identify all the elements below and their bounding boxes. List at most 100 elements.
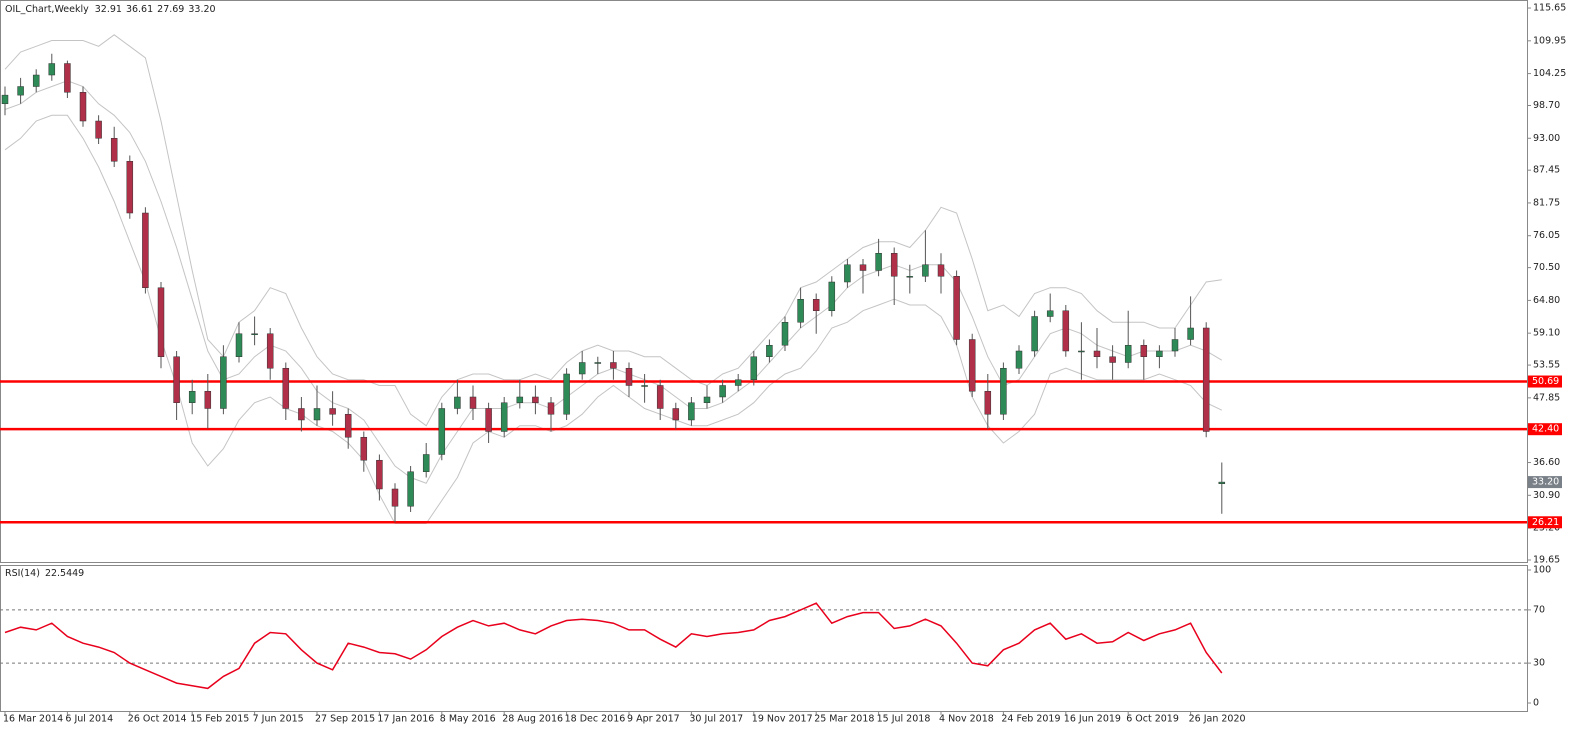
y-tick-label: 70 [1533,604,1545,615]
candle-body [532,396,539,403]
y-tick-label: 53.55 [1533,360,1560,371]
level-badge [1528,375,1562,388]
candle-body [1046,310,1054,317]
candle-body [500,402,508,432]
x-tick-label: 8 May 2016 [440,714,496,725]
candle-body [1187,327,1194,340]
x-tick-label: 6 Oct 2019 [1126,714,1179,725]
rsi-line [4,602,1223,690]
y-tick-label: 64.80 [1533,295,1560,306]
x-tick-label: 4 Nov 2018 [939,714,994,725]
candle-body [1000,367,1007,415]
x-tick-label: 16 Jun 2019 [1064,714,1121,725]
x-tick-label: 15 Jul 2018 [877,714,931,725]
candle-body [79,92,87,122]
candle-body [454,396,461,409]
x-tick-label: 27 Sep 2015 [315,714,375,725]
candle-body [719,385,726,398]
candle-body [1109,356,1116,363]
candle-body [750,356,758,380]
level-label: 26.21 [1532,517,1559,528]
candle-body [469,396,477,409]
candle-body [266,333,274,369]
y-tick-label: 19.65 [1533,554,1560,565]
x-tick-label: 6 Jul 2014 [65,714,113,725]
y-tick-label: 100 [1533,564,1551,575]
candle-body [610,362,617,369]
candle-body [188,390,196,403]
candle-body [126,161,134,214]
price-label: 33.20 [1532,477,1559,488]
candle-body [547,402,555,415]
candle-body [1124,344,1132,363]
candle-body [953,276,960,340]
y-tick-label: 115.65 [1533,3,1566,14]
candle-body [313,408,321,421]
x-tick-label: 30 Jul 2017 [689,714,743,725]
rsi-name: RSI(14) [5,568,40,579]
candle-body [844,264,851,283]
candle-body [1171,339,1179,352]
candle-body [391,488,399,507]
y-tick-label: 36.60 [1533,457,1560,468]
candle-body [235,333,243,357]
x-tick-label: 18 Dec 2016 [565,714,626,725]
candle-body [1,94,9,105]
candle-body [797,298,804,323]
x-tick-label: 16 Mar 2014 [3,714,63,725]
candle-body [1202,327,1210,432]
candle-body [906,276,914,278]
candle-body [422,454,430,472]
candle-body [1140,344,1148,357]
price-panel [0,0,1528,563]
y-tick-label: 70.50 [1533,262,1560,273]
candle-body [157,287,165,357]
candle-body [110,138,118,162]
candle-body [703,396,711,403]
candle-body [220,356,227,409]
candle-body [688,402,695,421]
candle-body [594,362,602,364]
x-tick-label: 19 Nov 2017 [752,714,813,725]
candle-body [859,264,867,271]
y-tick-label: 104.25 [1533,68,1566,79]
y-tick-label: 81.75 [1533,197,1560,208]
candle-body [656,385,664,409]
candle-body [17,86,24,96]
x-tick-label: 7 Jun 2015 [253,714,304,725]
candle-body [672,408,680,421]
candle-body [173,356,180,403]
candle-body [937,264,945,277]
candle-body [32,74,40,87]
candle-body [360,436,368,461]
candle-body [812,298,820,311]
candle-body [1093,350,1101,357]
candle-body [376,459,383,490]
title-text: OIL_Chart,Weekly [5,4,89,15]
candle-body [329,408,336,415]
candle-body [516,396,524,403]
candle-body [142,212,149,288]
level-label: 42.40 [1532,424,1559,435]
candle-body [204,390,212,409]
y-tick-label: 59.10 [1533,328,1560,339]
y-tick-label: 87.45 [1533,165,1560,176]
bollinger-band [4,80,1223,484]
candle-body [1078,350,1085,353]
last-high: 36.61 [126,4,153,15]
last-low: 27.69 [157,4,184,15]
last-close: 33.20 [188,4,215,15]
y-tick-label: 98.70 [1533,100,1560,111]
candle-body [438,408,446,455]
candle-body [485,408,492,432]
candle-body [251,333,258,335]
y-tick-label: 30.90 [1533,490,1560,501]
candle-body [282,367,290,409]
rsi-last: 22.5449 [45,568,84,579]
x-tick-label: 9 Apr 2017 [627,714,680,725]
rsi-panel [0,565,1528,712]
candle-body [875,253,882,271]
x-tick-label: 25 Mar 2018 [814,714,874,725]
candle-body [48,63,56,76]
candle-body [828,281,836,311]
